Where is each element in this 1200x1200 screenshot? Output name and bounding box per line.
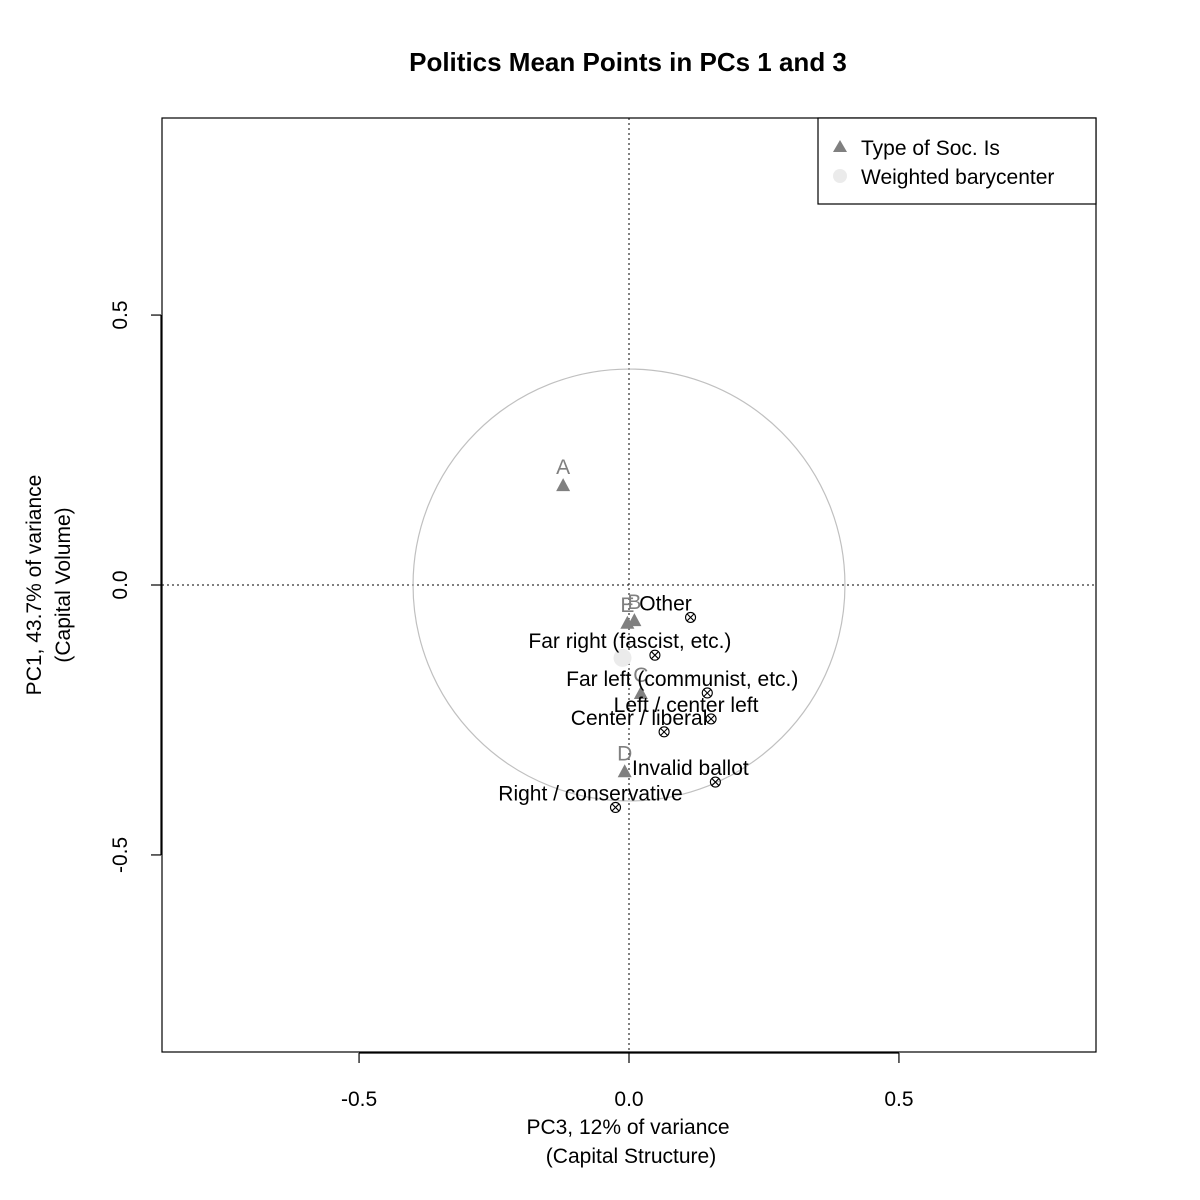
soc-point-label: A <box>556 456 570 479</box>
y-tick-label: 0.0 <box>109 570 132 599</box>
reference-circle <box>412 368 846 802</box>
legend-label-soc: Type of Soc. Is <box>861 137 1000 160</box>
soc-point-label: E <box>620 594 634 617</box>
x-axis: -0.5 0.0 0.5 <box>341 1052 914 1111</box>
soc-triangle-point <box>556 478 571 492</box>
x-tick-label: 0.0 <box>614 1088 643 1111</box>
politics-point-label: Left / center left <box>614 694 759 717</box>
y-axis-subtitle: (Capital Volume) <box>52 507 75 662</box>
politics-point-label: Invalid ballot <box>632 757 749 780</box>
politics-point <box>709 776 721 788</box>
x-tick-label: -0.5 <box>341 1088 377 1111</box>
barycenter-point <box>613 648 632 667</box>
soc-point-label: C <box>633 664 648 687</box>
chart-title: Politics Mean Points in PCs 1 and 3 <box>409 47 847 77</box>
politics-point-label: Far right (fascist, etc.) <box>528 630 731 653</box>
reference-circle-group <box>412 368 846 802</box>
legend-triangle-icon <box>833 140 847 152</box>
x-axis-title: PC3, 12% of variance <box>526 1116 729 1139</box>
politics-point <box>649 649 661 661</box>
data-labels: A BE C D Other Far right (fascist, etc.) Far l… <box>498 456 798 805</box>
politics-point <box>684 611 697 623</box>
y-axis-title: PC1, 43.7% of variance <box>23 475 46 696</box>
politics-point-label: Other <box>639 592 692 615</box>
legend-label-barycenter: Weighted barycenter <box>861 166 1054 189</box>
politics-point-label: Right / conservative <box>498 782 682 805</box>
politics-point-label: Center / liberal <box>571 707 708 730</box>
y-tick-label: 0.5 <box>109 300 132 329</box>
politics-point <box>705 713 717 725</box>
soc-triangle-point <box>620 615 635 629</box>
data-marks <box>556 478 721 813</box>
y-tick-label: -0.5 <box>109 837 132 873</box>
reference-lines <box>162 118 1096 1052</box>
politics-point <box>609 801 622 813</box>
x-axis-subtitle: (Capital Structure) <box>546 1145 716 1168</box>
soc-triangle-point <box>633 685 648 699</box>
politics-point-label: Far left (communist, etc.) <box>566 668 798 691</box>
soc-point-label: D <box>617 742 632 765</box>
x-tick-label: 0.5 <box>884 1088 913 1111</box>
soc-triangle-point <box>617 764 632 778</box>
legend: Type of Soc. Is Weighted barycenter <box>817 117 1097 205</box>
politics-point <box>658 726 670 738</box>
y-axis: -0.5 0.0 0.5 <box>109 300 162 873</box>
soc-point-label: B <box>627 591 641 614</box>
legend-box <box>817 117 1097 205</box>
politics-point <box>701 687 713 699</box>
legend-circle-icon <box>833 169 847 183</box>
